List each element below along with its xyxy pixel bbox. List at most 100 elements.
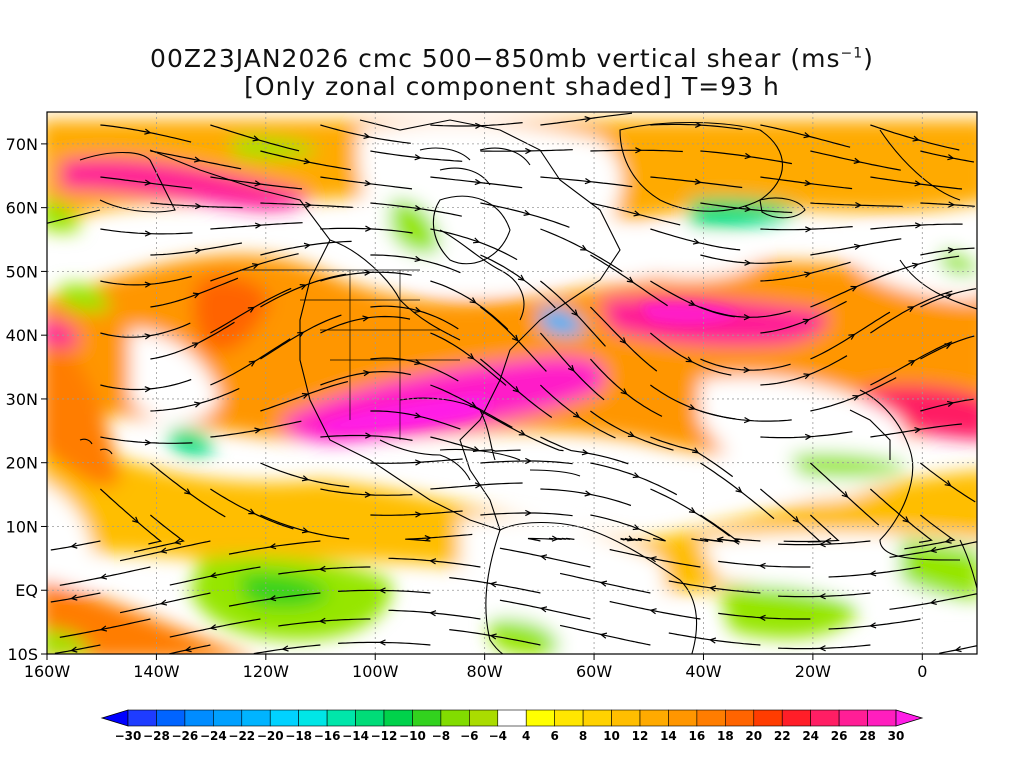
streamline-arrowhead	[539, 606, 548, 613]
colorbar-label: 26	[831, 729, 848, 743]
streamline	[650, 176, 743, 189]
streamline-arrowhead	[525, 457, 533, 465]
streamline	[920, 335, 975, 360]
streamline-arrowhead	[299, 284, 308, 290]
streamline	[889, 541, 977, 558]
streamline	[260, 314, 342, 360]
streamline	[260, 150, 351, 171]
streamline-arrowhead	[194, 202, 203, 210]
streamline	[370, 410, 461, 430]
streamline-arrowhead	[911, 262, 920, 269]
streamline-arrowhead	[254, 427, 262, 434]
streamline-arrowhead	[803, 373, 811, 380]
lon-tick-label: 20W	[795, 662, 831, 681]
streamline-arrowhead	[573, 411, 581, 419]
streamline	[370, 458, 463, 464]
colorbar: −30 −28 −26 −24 −22 −20 −18 −16 −14 −12 −10 −8 −6 −4 4…	[100, 709, 924, 743]
streamline	[700, 254, 792, 264]
streamline	[828, 566, 921, 578]
streamline-arrowhead	[580, 244, 588, 251]
streamline	[480, 306, 547, 372]
streamline-arrowhead	[303, 242, 312, 249]
colorbar-label: −26	[172, 729, 199, 743]
streamline-arrowhead	[824, 537, 832, 545]
streamline	[480, 460, 573, 465]
streamline-arrowhead	[364, 269, 372, 276]
streamline	[650, 436, 734, 478]
colorbar-swatch	[326, 709, 356, 727]
streamline-arrowhead	[708, 585, 717, 592]
streamline-arrowhead	[414, 511, 423, 518]
streamline	[590, 514, 666, 542]
streamline-arrowhead	[581, 449, 590, 456]
streamline	[590, 254, 668, 307]
streamline-arrowhead	[708, 637, 717, 644]
streamline	[430, 176, 523, 189]
streamline	[540, 280, 606, 347]
streamline-arrowhead	[947, 154, 955, 161]
streamline-arrowhead	[70, 594, 78, 601]
lat-tick-label: 10N	[6, 517, 38, 536]
streamline	[100, 322, 191, 338]
streamline-arrowhead	[539, 554, 548, 561]
colorbar-label: −6	[460, 729, 478, 743]
streamline-arrowhead	[692, 238, 701, 245]
streamline-arrowhead	[735, 486, 743, 493]
streamline-arrowhead	[692, 447, 700, 454]
streamline	[370, 254, 461, 274]
streamline-arrowhead	[743, 366, 751, 374]
streamline	[169, 566, 261, 586]
colorbar-label: −22	[228, 729, 255, 743]
colorbar-label: 14	[660, 729, 677, 743]
streamline	[169, 644, 211, 654]
colorbar-swatch	[525, 709, 555, 727]
streamline-arrowhead	[518, 429, 527, 436]
streamline	[100, 124, 192, 143]
streamline-arrowhead	[209, 572, 217, 579]
streamline	[499, 599, 591, 620]
streamline	[700, 202, 793, 214]
map-title-close: )	[863, 44, 874, 73]
streamline-arrowhead	[853, 243, 862, 250]
streamline	[50, 540, 101, 551]
shading-layer	[47, 112, 977, 654]
streamline	[260, 514, 350, 540]
streamline	[810, 202, 903, 208]
streamline	[700, 150, 792, 165]
streamline-arrowhead	[469, 401, 477, 408]
streamline	[920, 462, 976, 503]
streamline	[760, 226, 853, 231]
streamline	[778, 540, 871, 546]
streamline	[809, 462, 880, 526]
streamline-arrowhead	[525, 147, 533, 155]
streamline	[700, 306, 791, 318]
streamline-arrowhead	[193, 156, 202, 163]
streamline	[320, 124, 411, 144]
streamline-arrowhead	[517, 274, 526, 281]
colorbar-swatch	[838, 709, 868, 727]
streamline	[210, 176, 303, 190]
streamline	[539, 384, 616, 439]
streamline	[449, 629, 541, 646]
streamline	[59, 566, 151, 586]
streamline-arrowhead	[551, 535, 559, 542]
streamline	[430, 122, 523, 127]
colorbar-swatch	[298, 709, 328, 727]
streamline	[527, 537, 575, 542]
streamline-arrowhead	[475, 122, 483, 129]
streamline-arrowhead	[414, 204, 422, 212]
streamline-arrowhead	[946, 400, 955, 408]
streamline-arrowhead	[632, 472, 641, 479]
streamline	[783, 514, 840, 543]
streamline	[370, 357, 459, 382]
streamline	[904, 514, 956, 550]
streamline-arrowhead	[424, 535, 432, 542]
colorbar-label: 20	[745, 729, 762, 743]
streamline	[100, 228, 193, 235]
streamline	[320, 434, 413, 441]
streamline-arrowhead	[365, 225, 373, 232]
streamline-arrowhead	[414, 459, 423, 466]
colorbar-label: 8	[579, 729, 587, 743]
lon-tick-label: 0	[917, 662, 927, 681]
streamline-arrowhead	[99, 573, 108, 580]
